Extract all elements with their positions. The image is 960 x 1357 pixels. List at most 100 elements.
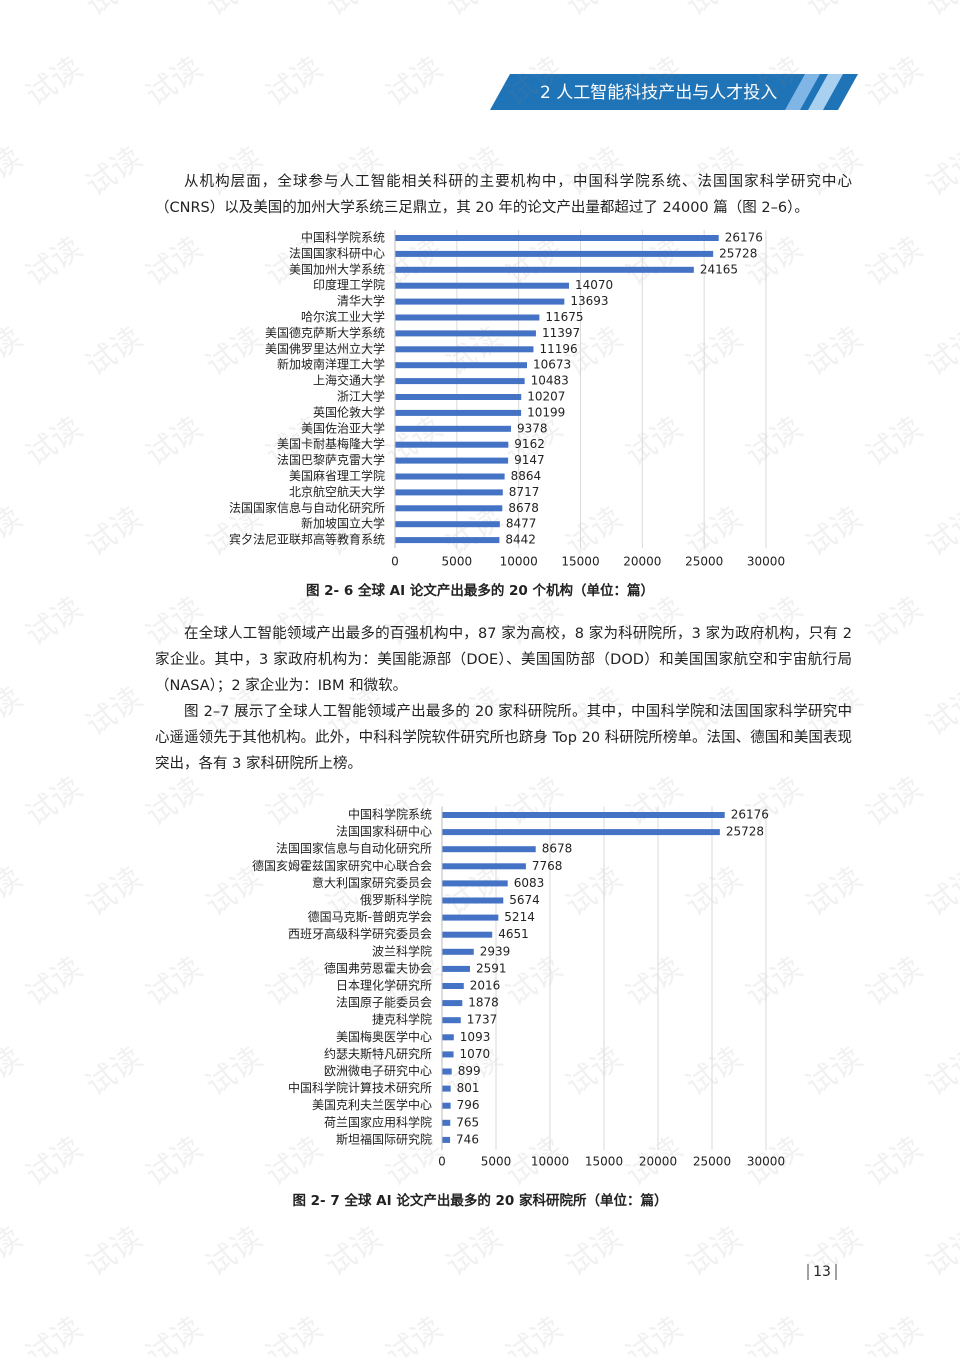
watermark: 试读	[619, 1310, 688, 1357]
data-label: 9378	[517, 421, 548, 435]
watermark: 试读	[559, 1220, 628, 1283]
y-tick-label: 美国佐治亚大学	[301, 420, 385, 435]
data-label: 8678	[542, 842, 573, 856]
bar	[442, 1017, 461, 1024]
data-label: 5674	[509, 893, 540, 907]
data-label: 14070	[575, 278, 613, 292]
data-label: 11196	[539, 342, 577, 356]
data-label: 13693	[570, 294, 608, 308]
y-tick-label: 法国国家信息与自动化研究所	[276, 841, 432, 856]
y-tick-label: 英国伦敦大学	[313, 404, 385, 419]
bar	[442, 863, 526, 870]
y-tick-label: 法国国家科研中心	[336, 824, 432, 839]
x-tick-label: 25000	[685, 555, 723, 569]
bar	[395, 298, 565, 305]
watermark: 试读	[379, 50, 448, 113]
chart-caption: 图 2- 6 全球 AI 论文产出最多的 20 个机构（单位：篇）	[306, 582, 654, 599]
data-label: 8477	[506, 517, 537, 531]
watermark: 试读	[679, 860, 748, 923]
bar	[442, 983, 464, 989]
y-tick-label: 德国马克斯-普朗克学会	[308, 909, 432, 924]
bar	[442, 1051, 454, 1058]
chart-caption: 图 2- 7 全球 AI 论文产出最多的 20 家科研院所（单位：篇）	[292, 1192, 667, 1209]
watermark: 试读	[619, 950, 688, 1013]
watermark: 试读	[559, 0, 628, 24]
y-tick-label: 俄罗斯科学院	[360, 892, 432, 907]
watermark: 试读	[919, 0, 960, 24]
data-label: 899	[458, 1064, 481, 1078]
watermark: 试读	[0, 680, 29, 743]
y-tick-label: 德国亥姆霍兹国家研究中心联合会	[252, 858, 432, 873]
watermark: 试读	[79, 860, 148, 923]
watermark: 试读	[139, 1130, 208, 1193]
watermark: 试读	[0, 140, 29, 203]
bar	[442, 1085, 451, 1092]
bar	[395, 362, 527, 369]
watermark: 试读	[559, 1040, 628, 1103]
data-label: 746	[456, 1132, 479, 1146]
watermark: 试读	[139, 410, 208, 473]
watermark: 试读	[499, 950, 568, 1013]
y-tick-label: 荷兰国家应用科学院	[324, 1114, 432, 1129]
watermark: 试读	[19, 590, 88, 653]
watermark: 试读	[919, 320, 960, 383]
watermark: 试读	[319, 0, 388, 24]
watermark: 试读	[679, 320, 748, 383]
bar	[395, 314, 540, 321]
data-label: 25728	[719, 246, 757, 260]
y-tick-label: 上海交通大学	[313, 373, 385, 388]
bar	[442, 846, 536, 853]
data-label: 1878	[468, 996, 499, 1010]
y-tick-label: 清华大学	[337, 293, 385, 308]
watermark: 试读	[79, 140, 148, 203]
y-tick-label: 宾夕法尼亚联邦高等教育系统	[229, 532, 385, 547]
data-label: 1070	[460, 1047, 491, 1061]
bar	[395, 266, 694, 273]
watermark: 试读	[739, 410, 808, 473]
watermark: 试读	[139, 230, 208, 293]
data-label: 796	[457, 1098, 480, 1112]
watermark: 试读	[619, 770, 688, 833]
bar	[395, 346, 534, 353]
watermark: 试读	[859, 1310, 928, 1357]
x-tick-label: 15000	[585, 1155, 623, 1169]
y-tick-label: 法国国家信息与自动化研究所	[229, 500, 385, 515]
x-tick-label: 20000	[639, 1155, 677, 1169]
header-stripe	[808, 74, 843, 110]
watermark: 试读	[859, 770, 928, 833]
y-tick-label: 新加坡南洋理工大学	[277, 357, 385, 372]
watermark: 试读	[19, 770, 88, 833]
data-label: 9162	[514, 437, 545, 451]
y-tick-label: 美国麻省理工学院	[289, 468, 385, 483]
watermark: 试读	[0, 320, 29, 383]
watermark: 试读	[19, 230, 88, 293]
watermark: 试读	[919, 1040, 960, 1103]
watermark: 试读	[199, 1040, 268, 1103]
watermark: 试读	[439, 0, 508, 24]
watermark: 试读	[259, 950, 328, 1013]
watermark: 试读	[679, 1040, 748, 1103]
watermark: 试读	[19, 1130, 88, 1193]
bar	[442, 829, 720, 836]
y-tick-label: 约瑟夫斯特凡研究所	[324, 1046, 432, 1061]
watermark: 试读	[79, 1220, 148, 1283]
y-tick-label: 西班牙高级科学研究委员会	[288, 926, 432, 941]
x-tick-label: 0	[391, 555, 399, 569]
bar	[442, 897, 504, 904]
data-label: 2939	[480, 944, 511, 958]
data-label: 8442	[505, 533, 536, 547]
watermark: 试读	[19, 410, 88, 473]
data-label: 1737	[467, 1013, 498, 1027]
x-tick-label: 10000	[500, 555, 538, 569]
watermark: 试读	[139, 1310, 208, 1357]
bar	[395, 378, 525, 385]
y-tick-label: 中国科学院计算技术研究所	[288, 1080, 432, 1095]
watermark: 试读	[199, 0, 268, 24]
bar	[395, 537, 500, 544]
data-label: 9147	[514, 453, 545, 467]
header-banner	[490, 74, 858, 110]
bar	[395, 441, 509, 448]
y-tick-label: 美国德克萨斯大学系统	[265, 325, 385, 340]
watermark: 试读	[859, 1130, 928, 1193]
bar	[395, 521, 500, 528]
